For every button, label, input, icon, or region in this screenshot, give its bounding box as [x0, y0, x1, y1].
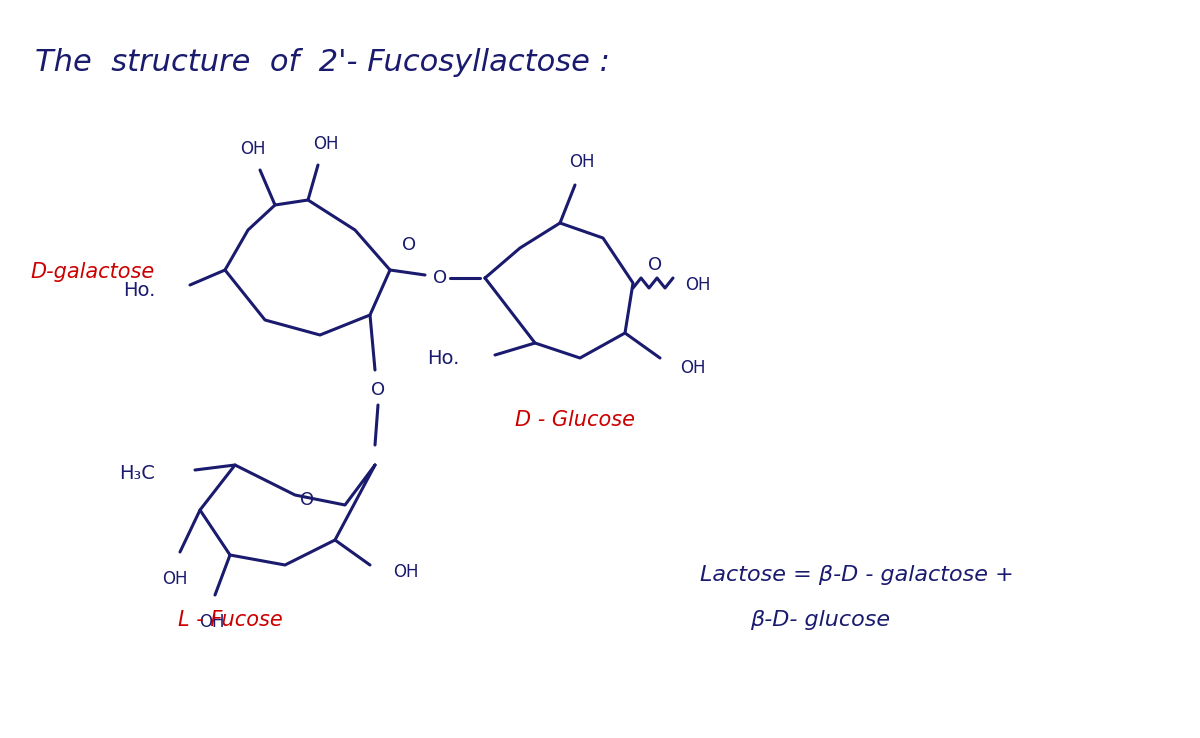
Text: D - Glucose: D - Glucose: [515, 410, 635, 430]
Text: OH: OH: [162, 570, 187, 588]
Text: OH: OH: [569, 153, 595, 171]
Text: Ho.: Ho.: [427, 348, 460, 368]
Text: OH: OH: [685, 276, 710, 294]
Text: O: O: [433, 269, 448, 287]
Text: The  structure  of  2'- Fucosyllactose :: The structure of 2'- Fucosyllactose :: [35, 48, 610, 77]
Text: O: O: [648, 256, 662, 274]
Text: OH: OH: [680, 359, 706, 377]
Text: OH: OH: [394, 563, 419, 581]
Text: O: O: [402, 236, 416, 254]
Text: O: O: [300, 491, 314, 509]
Text: D-galactose: D-galactose: [30, 262, 155, 282]
Text: H₃C: H₃C: [119, 463, 155, 483]
Text: L - Fucose: L - Fucose: [178, 610, 282, 630]
Text: OH: OH: [199, 613, 224, 631]
Text: Lactose = β-D - galactose +: Lactose = β-D - galactose +: [700, 565, 1014, 585]
Text: OH: OH: [240, 140, 265, 158]
Text: Ho.: Ho.: [122, 280, 155, 300]
Text: O: O: [371, 381, 385, 399]
Text: OH: OH: [313, 135, 338, 153]
Text: β-D- glucose: β-D- glucose: [750, 610, 890, 630]
